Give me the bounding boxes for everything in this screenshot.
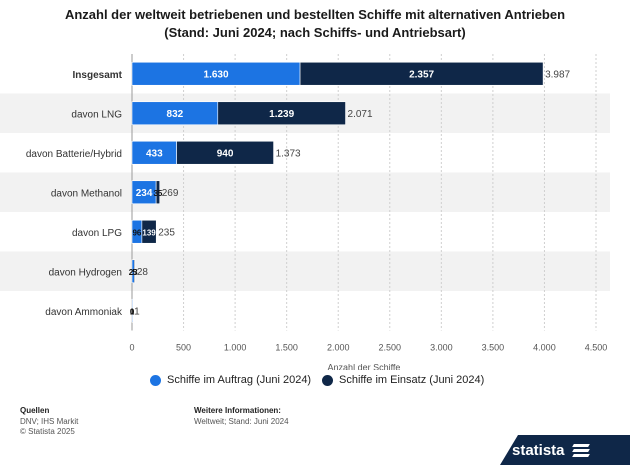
x-tick-label: 3.000	[430, 343, 453, 353]
total-label: 235	[158, 227, 175, 238]
legend-item-in-service[interactable]: Schiffe im Einsatz (Juni 2024)	[322, 374, 484, 386]
total-label: 1.373	[276, 148, 301, 159]
x-tick-label: 500	[176, 343, 191, 353]
brand-name: statista	[512, 441, 565, 459]
statista-logo[interactable]: statista	[500, 435, 630, 465]
sources-heading: Quellen	[20, 406, 50, 415]
bar-in-service	[217, 101, 346, 126]
x-tick-label: 1.000	[224, 343, 247, 353]
bar-data-label: 234	[136, 188, 153, 199]
bar-in-service	[134, 259, 136, 284]
x-tick-label: 3.500	[482, 343, 505, 353]
info-line-1: Weltweit; Stand: Juni 2024	[194, 417, 289, 426]
legend-in-service-dot-icon	[322, 374, 333, 386]
x-tick-label: 4.500	[585, 343, 608, 353]
bar-data-label: 0	[130, 307, 135, 316]
bar-in-service	[155, 180, 161, 205]
category-label: davon LPG	[72, 228, 122, 239]
chart-title: Anzahl der weltweit betriebenen und best…	[0, 6, 630, 42]
x-tick-label: 0	[129, 343, 134, 353]
x-tick-label: 2.000	[327, 343, 350, 353]
legend-ordered-label: Schiffe im Auftrag (Juni 2024)	[167, 374, 312, 386]
total-label: 1	[134, 306, 140, 317]
bar-data-label: 1	[130, 307, 135, 316]
total-label: 3.987	[545, 69, 570, 80]
x-tick-label: 4.000	[533, 343, 556, 353]
bar-data-label: 1.239	[269, 109, 294, 120]
category-label: Insgesamt	[73, 70, 123, 81]
bar-in-service	[299, 61, 544, 86]
bar-data-label: 23	[129, 268, 138, 277]
bar-ordered	[131, 298, 134, 323]
x-tick-label: 1.500	[275, 343, 298, 353]
total-label: 269	[162, 188, 179, 199]
row-band	[0, 172, 610, 212]
bar-in-service	[141, 219, 157, 244]
bar-data-label: 1.630	[204, 69, 229, 80]
sources-line-1: DNV; IHS Markit	[20, 417, 79, 426]
category-label: davon LNG	[71, 109, 122, 120]
x-axis-title: Anzahl der Schiffe	[328, 363, 401, 371]
sources-line-2: © Statista 2025	[20, 427, 75, 436]
legend-ordered-dot-icon	[150, 374, 161, 386]
bar-data-label: 5	[132, 268, 137, 277]
category-label: davon Methanol	[51, 188, 122, 199]
legend-item-ordered[interactable]: Schiffe im Auftrag (Juni 2024)	[150, 374, 311, 386]
bar-chart: Insgesamt 1.630 2.357 3.987 davon LNG 832 1.23…	[0, 54, 610, 371]
bar-data-label: 139	[142, 228, 156, 237]
info-block: Weitere Informationen: Weltweit; Stand: …	[194, 406, 289, 427]
bar-data-label: 832	[167, 109, 184, 120]
sources-block: Quellen DNV; IHS Markit © Statista 2025	[20, 406, 78, 437]
chart-title-line1: Anzahl der weltweit betriebenen und best…	[64, 7, 566, 22]
row-band	[0, 251, 610, 291]
total-label: 2.071	[348, 109, 373, 120]
bar-data-label: 940	[217, 148, 234, 159]
bar-data-label: 433	[146, 148, 163, 159]
legend-in-service-label: Schiffe im Einsatz (Juni 2024)	[339, 374, 485, 386]
category-label: davon Ammoniak	[45, 307, 123, 318]
bar-data-label: 2.357	[409, 69, 434, 80]
x-tick-label: 2.500	[379, 343, 402, 353]
category-label: davon Hydrogen	[49, 267, 122, 278]
statista-mark-icon	[571, 443, 590, 457]
bar-in-service	[176, 140, 274, 165]
total-label: 28	[137, 267, 149, 278]
chart-title-line2: (Stand: Juni 2024; nach Schiffs- und Ant…	[164, 25, 466, 40]
bar-data-label: 96	[132, 228, 141, 237]
bar-data-label: 35	[153, 189, 162, 198]
info-heading: Weitere Informationen:	[194, 406, 281, 415]
category-label: davon Batterie/Hybrid	[26, 149, 122, 160]
